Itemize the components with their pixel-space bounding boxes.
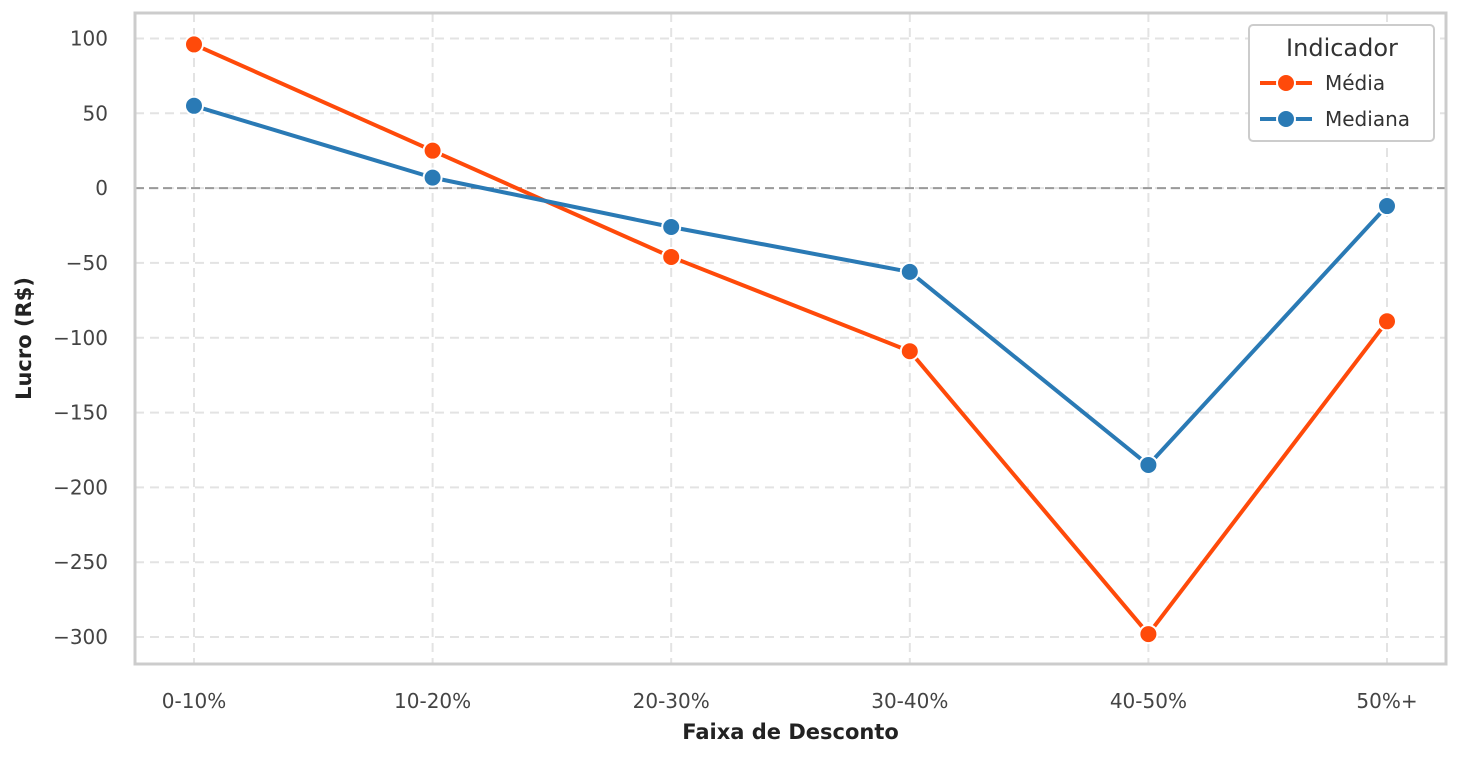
legend-label: Média bbox=[1325, 71, 1385, 95]
x-tick-label: 20-30% bbox=[633, 689, 710, 713]
y-axis-title: Lucro (R$) bbox=[12, 277, 36, 400]
y-tick-label: 50 bbox=[83, 101, 108, 125]
x-axis-ticks: 0-10% 10-20% 20-30% 30-40% 40-50% 50%+ bbox=[162, 689, 1418, 713]
legend-marker bbox=[1276, 73, 1296, 93]
legend: Indicador Média Mediana bbox=[1248, 24, 1435, 142]
legend-title: Indicador bbox=[1286, 34, 1398, 62]
x-axis-title: Faixa de Desconto bbox=[682, 720, 899, 744]
x-tick-label: 40-50% bbox=[1110, 689, 1187, 713]
y-tick-label: −50 bbox=[66, 251, 108, 275]
x-tick-label: 0-10% bbox=[162, 689, 226, 713]
x-tick-label: 50%+ bbox=[1356, 689, 1417, 713]
y-tick-label: −300 bbox=[53, 625, 108, 649]
legend-item: Média bbox=[1260, 71, 1385, 95]
y-tick-label: −150 bbox=[53, 401, 108, 425]
data-point bbox=[184, 95, 204, 116]
legend-marker bbox=[1276, 109, 1296, 129]
data-point bbox=[1377, 311, 1397, 332]
plot-frame bbox=[133, 11, 1448, 666]
y-tick-label: 100 bbox=[70, 26, 108, 50]
x-tick-label: 30-40% bbox=[871, 689, 948, 713]
series-0 bbox=[184, 34, 1397, 645]
legend-item: Mediana bbox=[1260, 107, 1410, 131]
series-1 bbox=[184, 95, 1397, 475]
y-tick-label: 0 bbox=[95, 176, 108, 200]
data-point bbox=[1138, 454, 1159, 475]
y-tick-label: −250 bbox=[53, 550, 108, 574]
y-tick-label: −100 bbox=[53, 326, 108, 350]
legend-box bbox=[1248, 24, 1435, 142]
data-point bbox=[184, 34, 204, 55]
data-point bbox=[422, 167, 443, 188]
series-lines bbox=[184, 34, 1397, 645]
series-line bbox=[193, 103, 1389, 467]
data-point bbox=[661, 217, 682, 238]
data-point bbox=[899, 261, 920, 282]
data-point bbox=[1138, 624, 1159, 645]
data-point bbox=[422, 140, 443, 161]
data-point bbox=[899, 341, 920, 362]
data-point bbox=[1377, 196, 1397, 217]
y-tick-label: −200 bbox=[53, 475, 108, 499]
x-tick-label: 10-20% bbox=[394, 689, 471, 713]
legend-label: Mediana bbox=[1325, 107, 1410, 131]
legend-items: Média Mediana bbox=[1260, 71, 1410, 131]
data-point bbox=[661, 246, 682, 267]
y-axis-ticks: 100 50 0 −50 −100 −150 −200 −250 −300 bbox=[53, 26, 108, 649]
series-line bbox=[193, 42, 1389, 637]
